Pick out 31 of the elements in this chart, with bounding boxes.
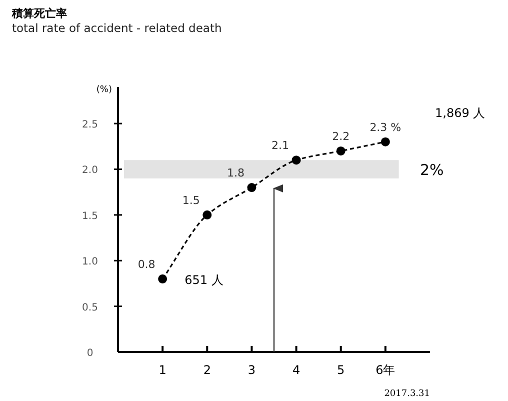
- data-label: 1.8: [226, 166, 244, 180]
- point: [202, 210, 212, 220]
- point: [336, 146, 346, 156]
- y-tick-label: 1.5: [82, 210, 98, 222]
- point: [292, 156, 301, 165]
- point: [158, 274, 168, 284]
- band-label: 2%: [420, 161, 444, 180]
- data-label: 2.3 %: [370, 120, 402, 134]
- data-label: 0.8: [138, 258, 156, 271]
- data-label: 2.1: [272, 139, 290, 152]
- x-tick-label: 2: [203, 363, 211, 377]
- x-tick-label: 3: [248, 363, 256, 377]
- y-tick-label: 2.0: [82, 165, 98, 176]
- point: [380, 137, 390, 146]
- y-tick-label: 0.5: [82, 302, 98, 314]
- x-tick-label: 5: [337, 363, 345, 377]
- y-tick-label: 1.0: [82, 256, 98, 268]
- chart-title: 積算死亡率: [11, 7, 67, 20]
- data-label: 1.5: [182, 194, 200, 207]
- x-tick-label: 6年: [376, 363, 396, 377]
- text: 1,869 人: [435, 106, 486, 120]
- y-tick-label: 2.5: [82, 120, 98, 131]
- x-tick-label: 4: [292, 363, 300, 377]
- y-axis-title: (%): [96, 85, 112, 95]
- y-tick-label: 0: [86, 348, 94, 359]
- x-tick-label: 1: [158, 363, 166, 377]
- text: 2017.3.31: [384, 389, 430, 399]
- annotation: 651 人: [184, 272, 224, 287]
- data-label: 2.2: [332, 130, 350, 143]
- chart-subtitle: total rate of accident - related death: [12, 21, 222, 35]
- point: [247, 183, 256, 192]
